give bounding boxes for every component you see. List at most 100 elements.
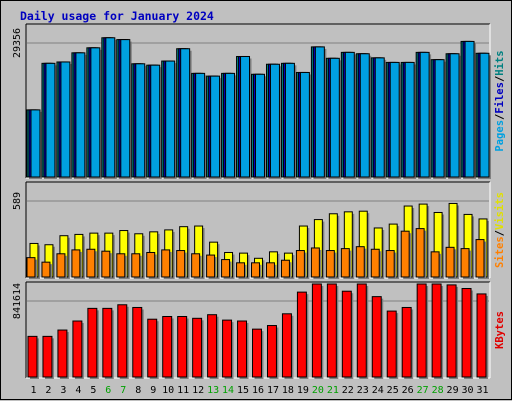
- bar-kbytes-day-8: [132, 306, 143, 378]
- xtick-label-day-20: 20: [312, 385, 324, 396]
- axis-label-kbytes: KBytes: [494, 311, 506, 349]
- xtick-label-day-25: 25: [387, 385, 399, 396]
- ytick-label-hits-files-pages: 29356: [12, 28, 23, 58]
- xtick-label-day-26: 26: [402, 385, 414, 396]
- xtick-label-day-12: 12: [192, 385, 204, 396]
- bar-kbytes-day-23: [356, 283, 367, 378]
- axis-label-hits-files-pages-part-4: Hits: [494, 50, 506, 75]
- bar-pages-day-3: [60, 61, 71, 178]
- bar-kbytes-day-28: [431, 283, 442, 378]
- xtick-label-day-13: 13: [207, 385, 219, 396]
- bar-kbytes-day-7: [117, 304, 128, 378]
- bar-pages-day-9: [150, 64, 161, 178]
- bar-pages-day-12: [195, 72, 206, 178]
- bar-pages-day-1: [30, 109, 41, 178]
- bar-sites-day-16: [251, 262, 260, 278]
- axis-label-hits-files-pages: Pages/Files/Hits: [494, 50, 506, 151]
- bar-sites-day-18: [280, 259, 290, 278]
- bar-sites-day-28: [430, 251, 440, 278]
- bar-pages-day-5: [90, 47, 101, 178]
- bar-kbytes-day-27: [416, 283, 427, 378]
- xtick-label-day-28: 28: [432, 385, 444, 396]
- axis-label-visits-sites-part-1: /: [494, 230, 506, 236]
- bar-sites-day-2: [41, 261, 51, 278]
- xtick-label-day-2: 2: [45, 385, 51, 396]
- bar-sites-day-12: [191, 253, 201, 278]
- bar-kbytes-day-1: [27, 335, 38, 378]
- bar-pages-day-19: [299, 71, 310, 178]
- bar-pages-day-24: [374, 57, 385, 178]
- xtick-label-day-7: 7: [120, 385, 126, 396]
- bar-kbytes-day-13: [207, 314, 218, 378]
- xtick-label-day-21: 21: [327, 385, 339, 396]
- bar-kbytes-day-3: [57, 329, 68, 378]
- bar-kbytes-day-24: [371, 296, 382, 378]
- xtick-label-day-10: 10: [162, 385, 174, 396]
- bar-sites-day-20: [310, 247, 320, 278]
- xtick-label-day-31: 31: [476, 385, 488, 396]
- bar-sites-day-21: [325, 250, 335, 278]
- bar-kbytes-day-30: [461, 288, 472, 378]
- bar-pages-day-26: [404, 61, 415, 178]
- bar-sites-day-19: [295, 250, 305, 278]
- bar-pages-day-29: [449, 53, 460, 178]
- bar-sites-day-31: [475, 239, 485, 278]
- bar-sites-day-30: [460, 248, 470, 278]
- bar-kbytes-day-18: [281, 313, 292, 378]
- xtick-label-day-19: 19: [297, 385, 309, 396]
- bar-kbytes-day-12: [192, 317, 203, 378]
- xtick-label-day-30: 30: [462, 385, 474, 396]
- bar-kbytes-day-22: [341, 290, 352, 378]
- bar-sites-day-5: [86, 248, 96, 278]
- xtick-label-day-8: 8: [135, 385, 141, 396]
- bar-pages-day-14: [225, 72, 236, 178]
- bar-kbytes-day-21: [326, 283, 337, 378]
- bar-pages-day-20: [314, 46, 325, 178]
- xtick-label-day-4: 4: [75, 385, 81, 396]
- xtick-label-day-23: 23: [357, 385, 369, 396]
- bar-pages-day-7: [120, 39, 131, 178]
- bar-pages-day-23: [359, 53, 370, 178]
- bar-kbytes-day-6: [102, 307, 113, 378]
- bar-pages-day-25: [389, 61, 400, 178]
- bar-sites-day-3: [56, 253, 66, 278]
- bar-kbytes-day-31: [476, 293, 487, 378]
- xtick-label-day-6: 6: [105, 385, 111, 396]
- bar-pages-day-21: [329, 57, 340, 178]
- bar-sites-day-10: [161, 249, 171, 278]
- xtick-label-day-5: 5: [90, 385, 96, 396]
- xtick-label-day-22: 22: [342, 385, 354, 396]
- bar-sites-day-4: [71, 249, 81, 278]
- bar-sites-day-9: [146, 251, 156, 278]
- bar-kbytes-day-10: [162, 315, 173, 378]
- bar-sites-day-7: [116, 253, 126, 278]
- bar-kbytes-day-9: [147, 318, 158, 378]
- axis-label-hits-files-pages-part-2: Files: [494, 82, 506, 114]
- bar-pages-day-10: [165, 60, 176, 178]
- bar-kbytes-day-16: [252, 328, 262, 378]
- bar-sites-day-1: [26, 257, 36, 278]
- bar-pages-day-31: [479, 52, 490, 178]
- bar-sites-day-6: [101, 250, 111, 278]
- bar-pages-day-27: [419, 51, 430, 178]
- bar-pages-day-16: [255, 73, 265, 178]
- ytick-label-visits-sites: 589: [12, 192, 23, 210]
- bar-kbytes-day-25: [386, 310, 397, 378]
- axis-label-visits-sites-part-2: Visits: [494, 192, 506, 230]
- xtick-label-day-24: 24: [372, 385, 384, 396]
- bar-sites-day-22: [340, 248, 350, 278]
- axis-label-hits-files-pages-part-3: /: [494, 76, 506, 82]
- xtick-label-day-9: 9: [150, 385, 156, 396]
- xtick-label-day-18: 18: [282, 385, 294, 396]
- axis-label-hits-files-pages-part-0: Pages: [494, 120, 506, 152]
- bar-sites-day-27: [415, 228, 425, 278]
- xtick-label-day-1: 1: [30, 385, 36, 396]
- bar-pages-day-28: [434, 59, 445, 178]
- xtick-label-day-15: 15: [237, 385, 249, 396]
- bar-sites-day-25: [385, 250, 395, 278]
- bar-pages-day-17: [269, 63, 280, 178]
- xtick-label-day-14: 14: [222, 385, 234, 396]
- bar-pages-day-22: [344, 51, 355, 178]
- bar-pages-day-4: [75, 52, 86, 178]
